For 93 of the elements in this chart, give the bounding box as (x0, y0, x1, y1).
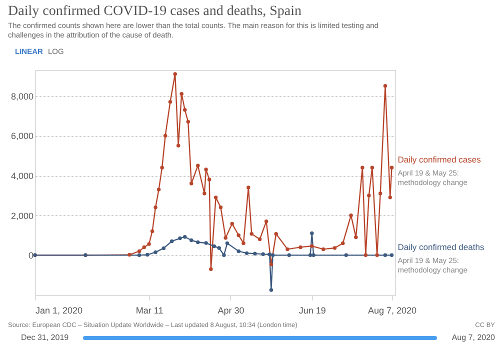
point (236, 249, 240, 254)
point (270, 253, 275, 258)
point (274, 232, 278, 236)
point (147, 242, 151, 246)
point (163, 134, 168, 138)
x-tick-label: Mar 11 (136, 306, 164, 316)
point (225, 241, 230, 246)
x-tick-label: Jun 19 (298, 306, 326, 316)
point (168, 100, 172, 104)
point (214, 196, 218, 200)
point (207, 178, 212, 182)
series-label: Daily confirmed cases (398, 154, 481, 165)
point (190, 182, 194, 186)
point (253, 252, 257, 256)
point (173, 72, 177, 76)
point (321, 247, 326, 252)
point (217, 246, 221, 250)
y-tick-label: 4,000 (10, 171, 34, 182)
point (312, 253, 316, 258)
point (162, 246, 166, 250)
point (212, 244, 216, 248)
point (180, 92, 184, 96)
point (204, 168, 208, 172)
point (182, 108, 187, 112)
point (310, 231, 314, 236)
point (308, 253, 312, 258)
point (242, 241, 246, 246)
point (154, 206, 158, 210)
point (269, 262, 274, 266)
point (160, 166, 164, 170)
point (128, 252, 132, 257)
point (287, 253, 291, 258)
point (310, 244, 314, 248)
point (186, 120, 190, 124)
point (286, 247, 290, 252)
point (204, 241, 208, 245)
x-tick-label: Aug 7, 2020 (368, 306, 417, 316)
point (218, 206, 223, 210)
point (176, 144, 180, 148)
point (146, 252, 150, 257)
point (222, 253, 226, 258)
x-tick-label: Jan 1, 2020 (36, 306, 83, 316)
point (378, 192, 382, 196)
point (156, 188, 161, 192)
point (360, 166, 364, 170)
point (388, 196, 392, 200)
point (370, 166, 374, 170)
point (202, 192, 206, 196)
point (390, 166, 394, 170)
point (154, 250, 158, 254)
point (150, 229, 154, 234)
point (196, 240, 200, 244)
point (344, 253, 348, 258)
point (190, 238, 194, 242)
point (244, 251, 249, 256)
point (332, 246, 337, 250)
point (250, 232, 254, 236)
series-label: Daily confirmed deaths (398, 242, 484, 252)
point (264, 219, 268, 224)
point (178, 236, 182, 240)
point (224, 236, 228, 240)
point (209, 267, 213, 271)
y-tick-label: 2,000 (10, 210, 34, 221)
point (354, 235, 358, 240)
point (364, 253, 368, 258)
point (375, 253, 379, 258)
text: Aug 7, 2020 (452, 333, 496, 342)
y-tick-label: 6,000 (10, 131, 34, 142)
point (230, 222, 234, 226)
point (261, 252, 265, 256)
y-tick-label: 0 (28, 250, 34, 261)
point (137, 249, 142, 254)
y-tick-label: 8,000 (10, 91, 34, 102)
point (349, 213, 353, 218)
text: Dec 31, 2019 (21, 333, 70, 342)
point (142, 245, 146, 250)
point (383, 253, 388, 258)
point (268, 252, 272, 256)
point (170, 239, 174, 244)
point (269, 288, 274, 292)
point (341, 241, 345, 246)
point (258, 237, 262, 242)
x-tick-label: Apr 30 (218, 306, 244, 316)
chart-title: Daily confirmed COVID-19 cases and deaths, Spain (8, 4, 302, 19)
point (182, 234, 187, 239)
point (236, 233, 240, 238)
point (246, 186, 250, 190)
point (196, 164, 200, 168)
point (298, 245, 302, 250)
point (390, 253, 394, 258)
point (137, 253, 142, 258)
point (383, 84, 388, 88)
point (367, 194, 371, 198)
